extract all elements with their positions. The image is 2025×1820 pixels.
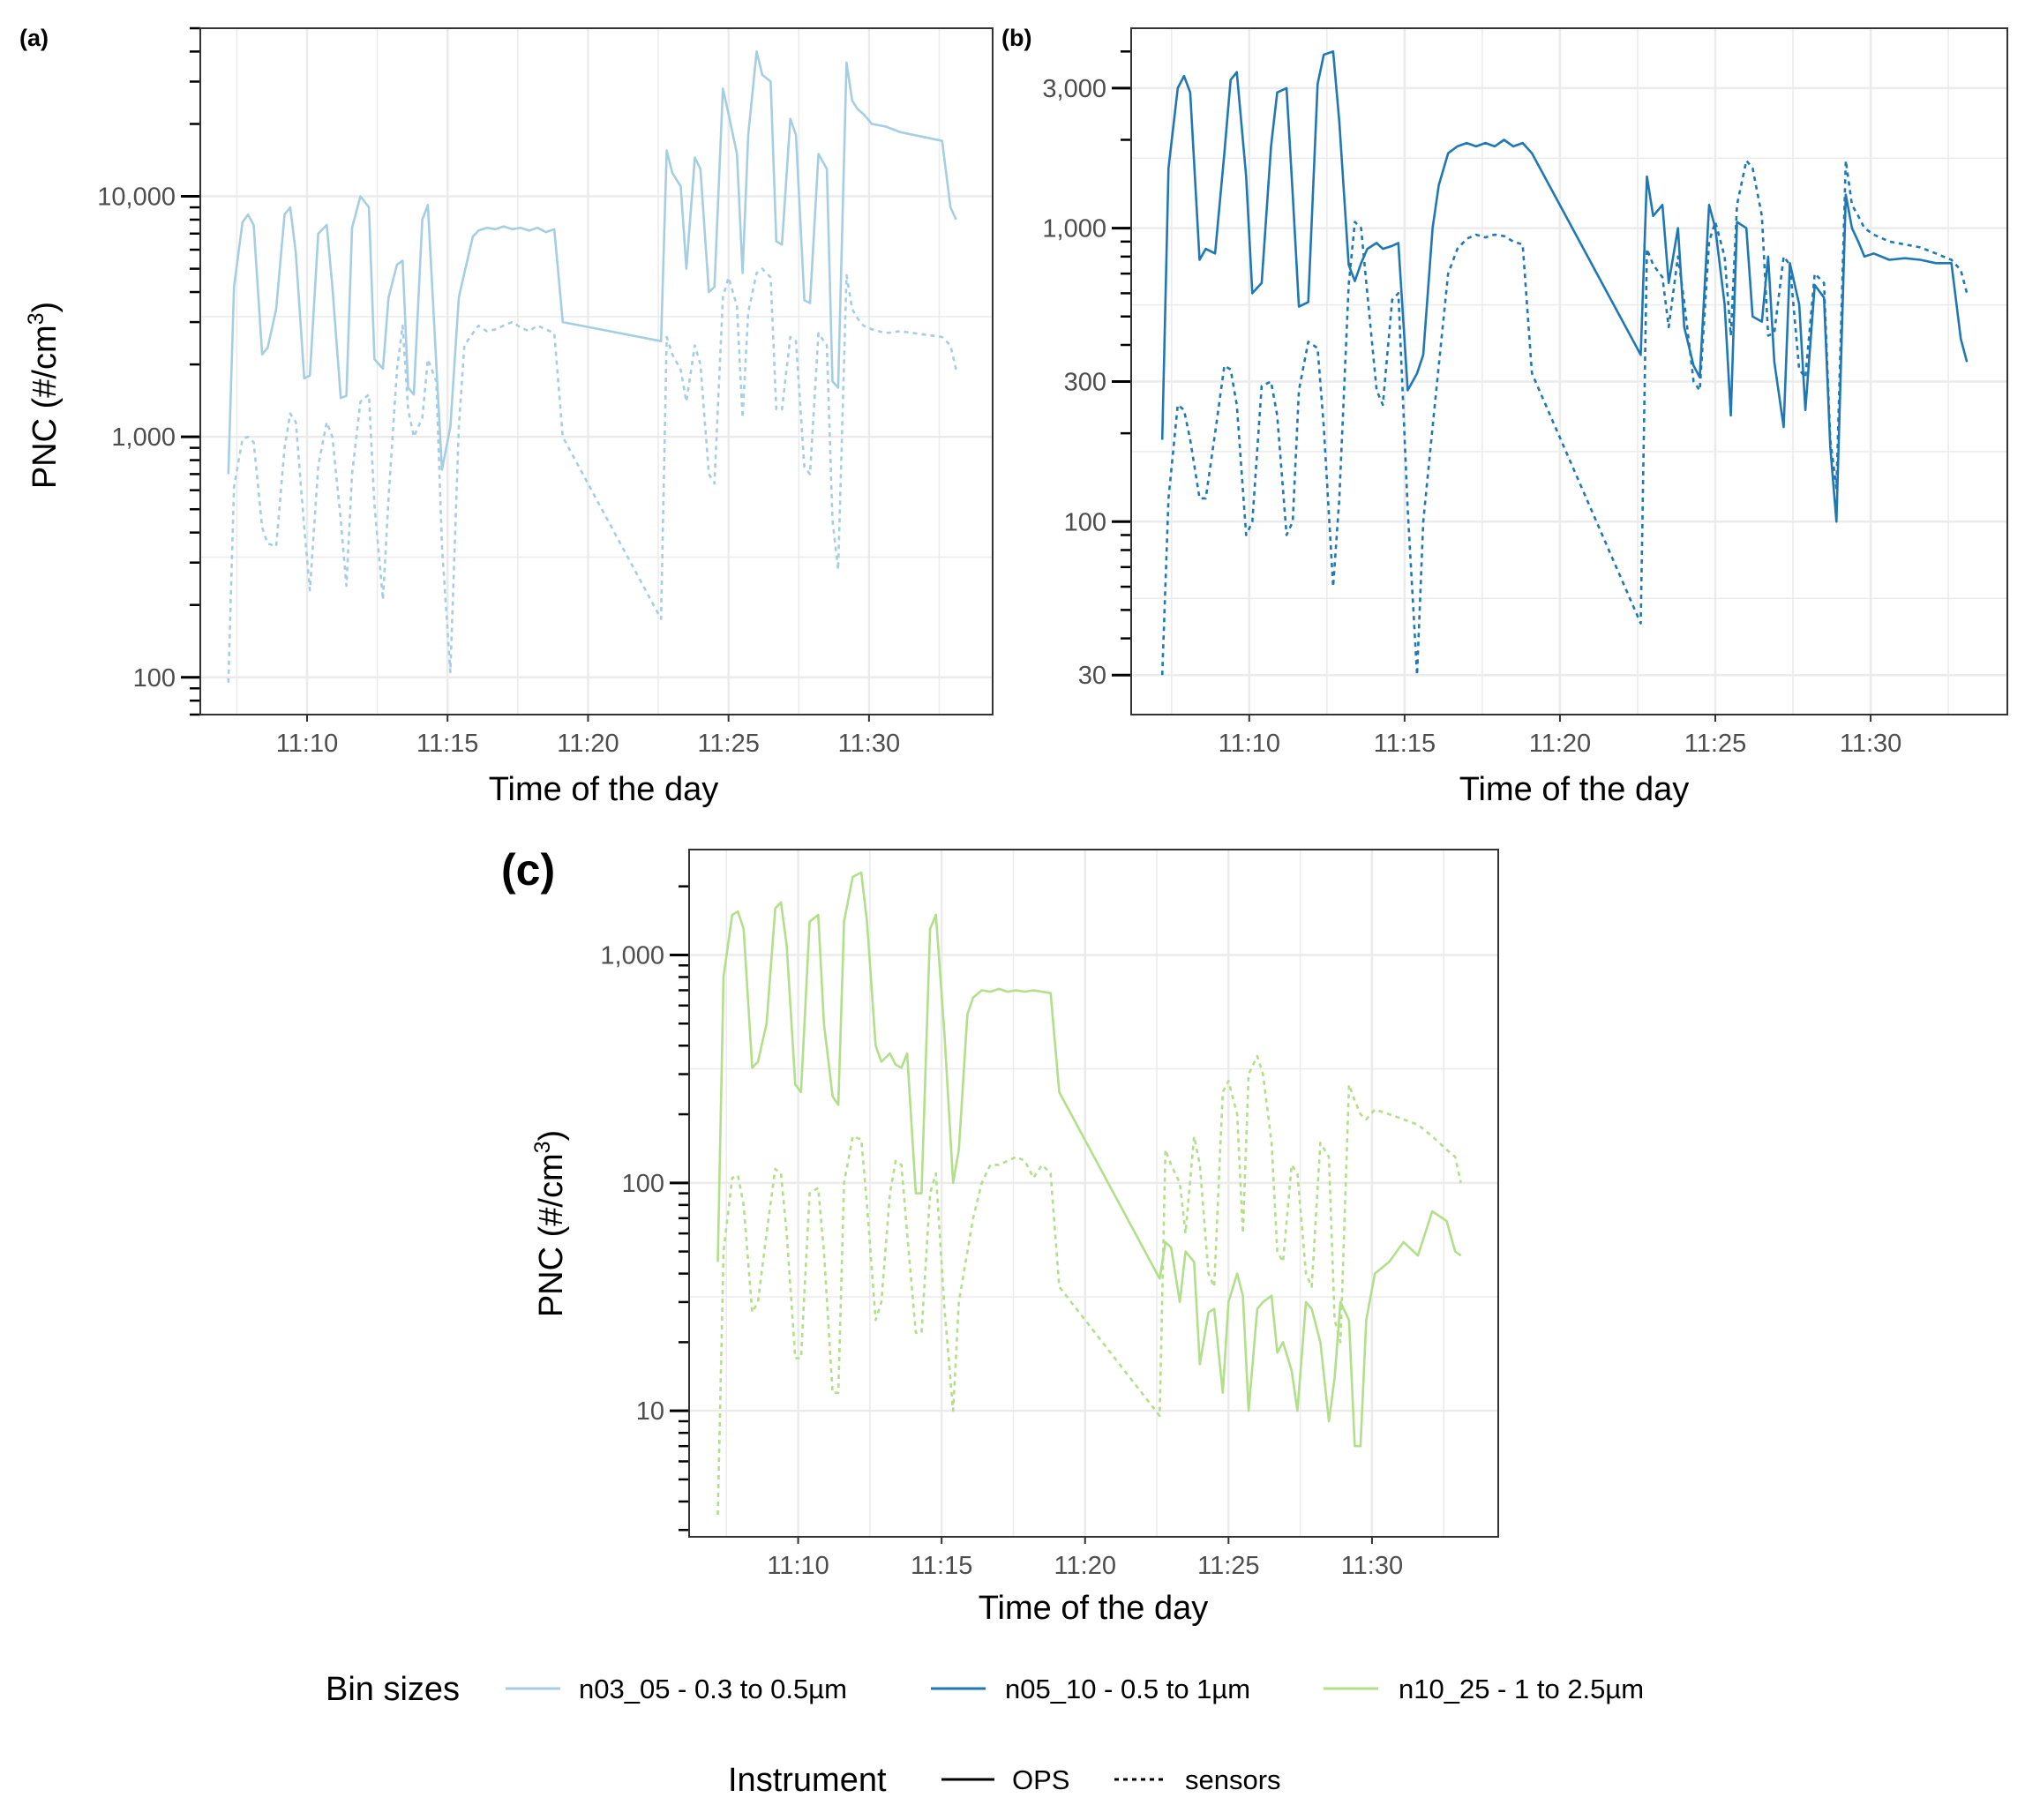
- x-tick-label: 11:10: [1219, 730, 1280, 758]
- series-line-sensors: [1160, 159, 1969, 677]
- y-tick-label: 1,000: [1042, 215, 1106, 243]
- plot-background: [200, 28, 993, 715]
- panel-b-lines: [1160, 49, 1969, 677]
- y-tick-label: 300: [1064, 369, 1106, 397]
- x-tick-label: 11:25: [1684, 730, 1746, 758]
- legend-label-sensors: sensors: [1185, 1764, 1281, 1795]
- x-tick-label: 11:25: [697, 730, 759, 758]
- panel-b-xlabel: Time of the day: [1459, 771, 1690, 808]
- x-tick-label: 11:30: [1840, 730, 1901, 758]
- x-tick-label: 11:25: [1197, 1552, 1259, 1580]
- y-tick-label: 10: [636, 1397, 664, 1426]
- panel-c-ylabel-end: ): [533, 1130, 570, 1142]
- y-tick-label: 100: [1064, 508, 1106, 536]
- x-tick-label: 11:15: [416, 730, 478, 758]
- panel-c-axes: 11:10 11:15 11:20 11:25 11:30 10 100 1,000: [600, 849, 1499, 1580]
- series-line-ops: [716, 871, 1462, 1448]
- legend-bin-title: Bin sizes: [326, 1671, 460, 1708]
- x-tick-label: 11:10: [767, 1552, 829, 1580]
- panel-c-ylabel: PNC (#/cm3): [530, 1130, 570, 1317]
- panel-c-tag: (c): [501, 845, 555, 895]
- panel-b-tag: (b): [1001, 25, 1031, 51]
- plot-background: [689, 850, 1498, 1537]
- panel-a-xlabel: Time of the day: [489, 771, 719, 808]
- legend-label-ops: OPS: [1012, 1764, 1069, 1795]
- panel-border: [199, 27, 994, 715]
- y-tick-label: 30: [1078, 662, 1106, 690]
- panel-a-lines: [227, 50, 957, 683]
- y-tick-label: 3,000: [1042, 75, 1106, 103]
- y-tick-label: 10,000: [97, 183, 176, 212]
- panel-border: [1130, 27, 2008, 715]
- y-tick-label: 1,000: [111, 423, 176, 452]
- panel-a-tag: (a): [19, 25, 49, 51]
- panel-a: 11:10 11:15 11:20 11:25 11:301001,00010,000 …: [19, 25, 994, 808]
- panel-b: 11:10 11:15 11:20 11:25 11:30 30 100 300 1,000 3,…: [1001, 25, 2008, 808]
- x-tick-label: 11:20: [1054, 1552, 1116, 1580]
- panel-a-ylabel: PNC (#/cm3): [24, 302, 64, 489]
- series-line-ops: [1160, 49, 1969, 523]
- x-tick-label: 11:10: [276, 730, 338, 758]
- legend-label-n10-25: n10_25 - 1 to 2.5µm: [1399, 1674, 1644, 1704]
- panel-c-lines: [716, 871, 1462, 1516]
- panel-c-grid: [689, 850, 1498, 1537]
- x-tick-label: 11:30: [1341, 1552, 1403, 1580]
- x-tick-label: 11:20: [557, 730, 619, 758]
- panel-a-axes: 11:10 11:15 11:20 11:25 11:30 100 1,000 10,000: [97, 26, 994, 758]
- legend-label-n05-10: n05_10 - 0.5 to 1µm: [1005, 1674, 1250, 1704]
- x-tick-label: 11:20: [1529, 730, 1591, 758]
- x-tick-label: 11:30: [838, 730, 900, 758]
- plot-background: [1131, 28, 2007, 715]
- x-tick-label: 11:15: [911, 1552, 972, 1580]
- panel-c-ylabel-main: PNC (#/cm: [533, 1153, 570, 1317]
- series-line-sensors: [227, 267, 957, 683]
- legend-instrument-title: Instrument: [728, 1762, 887, 1799]
- x-tick-label: 11:15: [1374, 730, 1436, 758]
- panel-c-xlabel: Time of the day: [979, 1590, 1209, 1627]
- panel-a-ylabel-main: PNC (#/cm: [26, 325, 64, 489]
- legend-bin-sizes: Bin sizes n03_05 - 0.3 to 0.5µm n05_10 -…: [326, 1671, 1644, 1708]
- panel-a-ylabel-end: ): [26, 302, 64, 313]
- series-line-ops: [227, 50, 957, 475]
- panel-border: [688, 849, 1499, 1538]
- y-tick-label: 1,000: [600, 941, 664, 970]
- panel-c-ylabel-sup: 3: [530, 1141, 555, 1153]
- panel-b-axes: 11:10 11:15 11:20 11:25 11:30 30 100 300 1,000 3,…: [1042, 27, 2008, 758]
- y-tick-label: 100: [133, 664, 176, 693]
- panel-b-grid: [1131, 28, 2007, 715]
- panel-a-grid: [200, 28, 993, 715]
- legend-label-n03-05: n03_05 - 0.3 to 0.5µm: [579, 1674, 847, 1704]
- panel-a-ylabel-sup: 3: [24, 312, 49, 325]
- legend-instrument: Instrument OPS sensors: [728, 1762, 1281, 1799]
- y-tick-label: 100: [622, 1170, 664, 1198]
